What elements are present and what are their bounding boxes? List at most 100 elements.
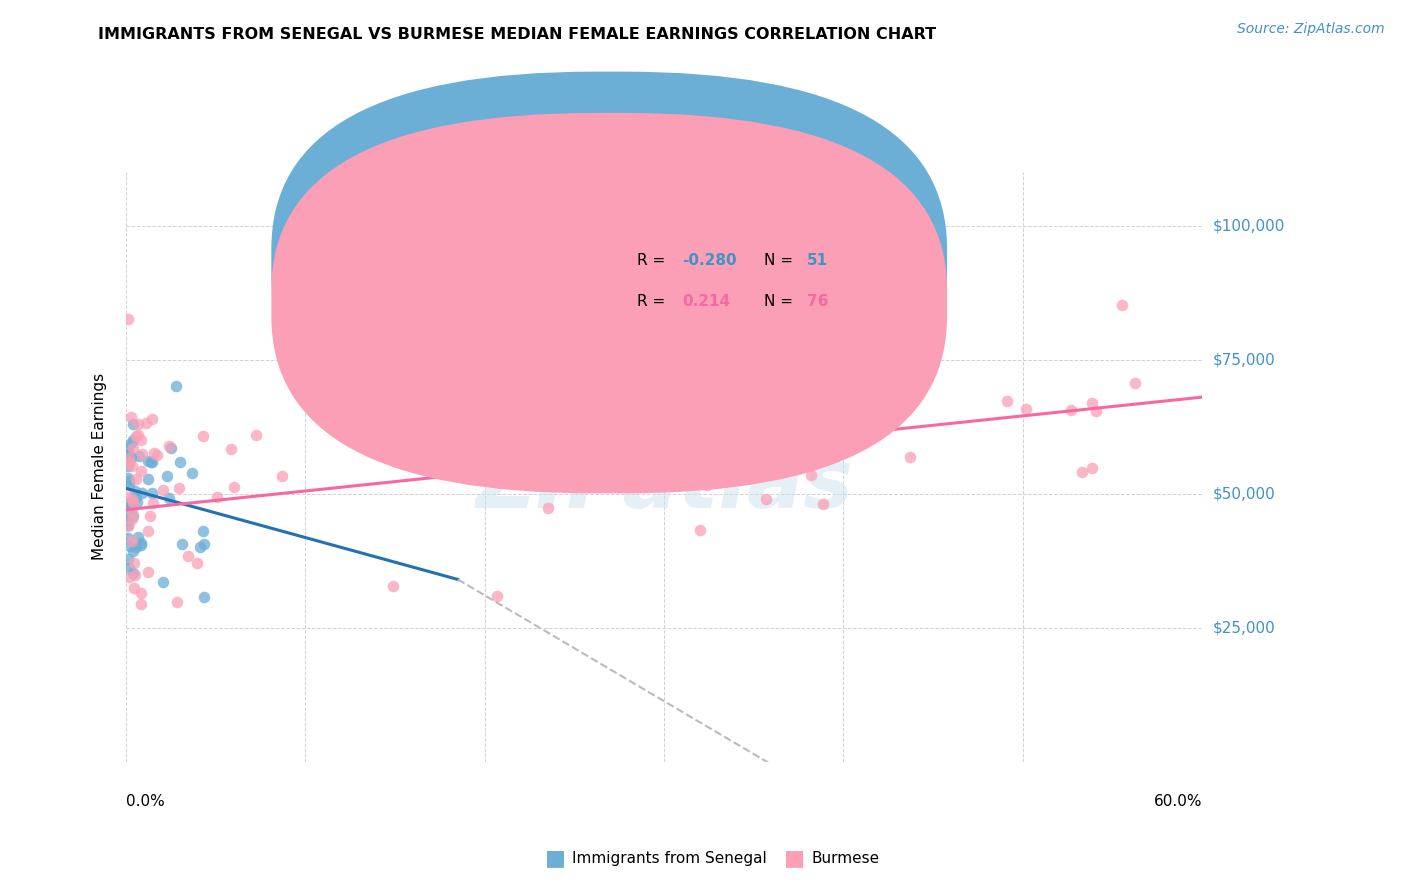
Text: ZIPatlas: ZIPatlas [475, 444, 853, 525]
Point [1084, 404, 1107, 418]
Text: 76: 76 [807, 294, 828, 310]
Point [188, 541, 211, 555]
Point [117, 531, 139, 545]
Point [141, 486, 163, 500]
Point [1060, 403, 1083, 417]
Point [122, 495, 145, 509]
Point [127, 530, 149, 544]
Point [156, 469, 179, 483]
Point [141, 455, 163, 469]
Point [117, 552, 139, 566]
Point [488, 462, 510, 476]
Point [716, 427, 738, 442]
Point [1081, 396, 1104, 410]
Point [1111, 298, 1133, 312]
Text: 51: 51 [807, 253, 828, 268]
Point [124, 490, 146, 504]
Point [176, 549, 198, 563]
Point [121, 491, 143, 506]
Point [800, 468, 823, 483]
Point [136, 472, 159, 486]
Point [366, 402, 388, 417]
Text: Burmese: Burmese [811, 851, 879, 865]
Point [120, 499, 142, 513]
Point [131, 538, 153, 552]
Point [186, 556, 208, 570]
Text: $25,000: $25,000 [1213, 620, 1275, 635]
Point [860, 361, 883, 376]
Point [118, 477, 141, 491]
Point [129, 597, 152, 611]
Text: 0.0%: 0.0% [127, 794, 165, 809]
Text: 60.0%: 60.0% [1153, 794, 1202, 809]
Point [754, 492, 776, 507]
Point [120, 436, 142, 450]
Point [117, 513, 139, 527]
Point [117, 498, 139, 512]
Point [139, 508, 162, 523]
Point [193, 590, 215, 604]
Point [124, 484, 146, 499]
Point [121, 544, 143, 558]
Point [180, 466, 202, 480]
Point [207, 490, 229, 504]
Point [898, 450, 921, 464]
Point [128, 449, 150, 463]
Point [117, 456, 139, 470]
Point [117, 450, 139, 464]
Point [191, 429, 214, 443]
Point [125, 429, 148, 443]
Point [537, 500, 560, 515]
Point [131, 586, 153, 600]
Point [118, 451, 141, 466]
Text: N =: N = [763, 253, 799, 268]
Point [224, 480, 246, 494]
Point [323, 358, 346, 372]
Text: 0.214: 0.214 [682, 294, 731, 310]
Point [125, 472, 148, 486]
Point [191, 524, 214, 538]
Point [465, 422, 488, 436]
Point [166, 595, 188, 609]
Text: $100,000: $100,000 [1213, 218, 1285, 233]
Text: R =: R = [637, 253, 671, 268]
Point [399, 380, 422, 394]
FancyBboxPatch shape [271, 71, 948, 452]
Point [118, 560, 141, 574]
Point [828, 359, 851, 374]
Point [117, 519, 139, 533]
Point [995, 394, 1018, 409]
Point [1123, 376, 1146, 390]
Point [117, 459, 139, 474]
FancyBboxPatch shape [576, 228, 883, 331]
Text: -0.280: -0.280 [682, 253, 737, 268]
Point [120, 539, 142, 553]
Point [117, 471, 139, 485]
Point [382, 579, 405, 593]
Point [165, 379, 187, 393]
Point [121, 566, 143, 580]
Point [136, 565, 159, 579]
Point [1015, 402, 1038, 417]
Point [167, 481, 190, 495]
Point [496, 438, 519, 452]
Point [122, 433, 145, 447]
Point [121, 409, 143, 424]
FancyBboxPatch shape [271, 113, 948, 493]
Point [129, 464, 152, 478]
Point [129, 535, 152, 549]
Point [127, 417, 149, 431]
Text: ■: ■ [785, 848, 804, 868]
Text: IMMIGRANTS FROM SENEGAL VS BURMESE MEDIAN FEMALE EARNINGS CORRELATION CHART: IMMIGRANTS FROM SENEGAL VS BURMESE MEDIA… [98, 27, 936, 42]
Point [152, 483, 174, 497]
Point [121, 417, 143, 432]
Point [221, 442, 243, 457]
Point [813, 497, 835, 511]
Text: Source: ZipAtlas.com: Source: ZipAtlas.com [1237, 22, 1385, 37]
Point [193, 537, 215, 551]
Point [118, 474, 141, 488]
Point [117, 517, 139, 532]
Point [122, 441, 145, 455]
Point [485, 589, 508, 603]
Point [160, 441, 183, 455]
